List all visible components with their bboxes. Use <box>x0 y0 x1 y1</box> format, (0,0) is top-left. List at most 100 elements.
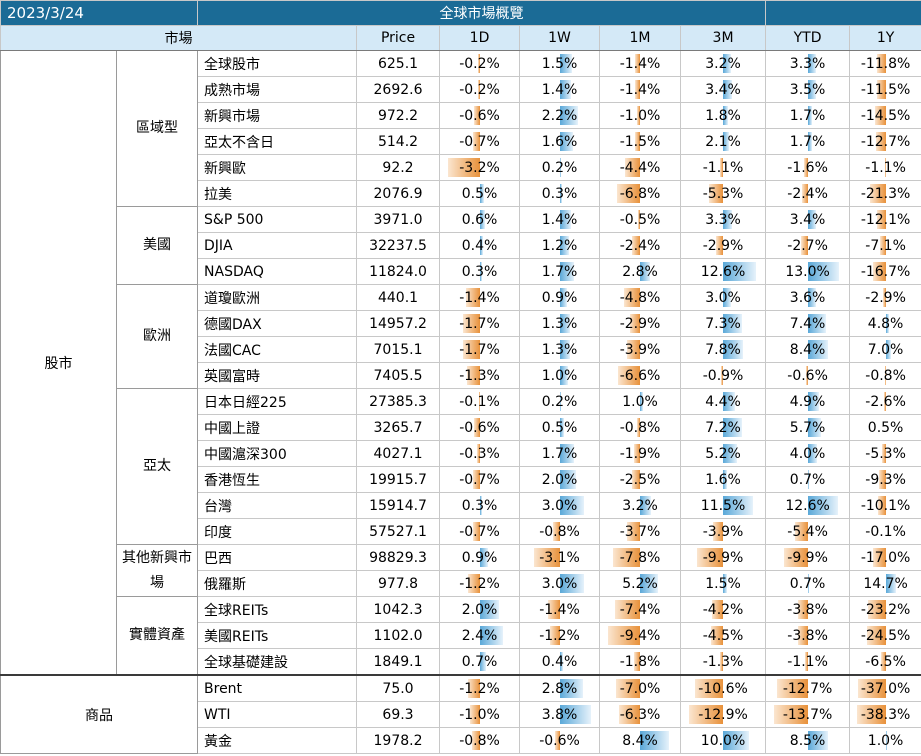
databar <box>801 184 808 203</box>
market-name: 印度 <box>197 518 358 545</box>
return-value: -1.4% <box>619 81 661 98</box>
databar <box>559 184 562 203</box>
return-1m-cell: -1.4% <box>599 50 682 77</box>
return-3m-cell: 3.4% <box>680 76 767 103</box>
return-value: -1.2% <box>459 575 500 592</box>
databar <box>723 262 756 281</box>
price-cell: 625.1 <box>356 50 441 77</box>
market-name: 日本日經225 <box>197 388 358 415</box>
return-1y-cell: -12.7% <box>849 128 921 155</box>
databar <box>885 340 891 359</box>
databar <box>623 288 641 307</box>
return-value: -12.7% <box>860 133 911 150</box>
return-3m-cell: 1.6% <box>680 466 767 493</box>
return-value: 1.3% <box>541 315 578 332</box>
table-row: 印度 57527.1 -0.7% -0.8% -3.7% -3.9% -5.4% -0.1% <box>1 518 921 545</box>
return-1d-cell: -0.2% <box>439 50 521 77</box>
databar <box>472 522 480 541</box>
return-value: 8.5% <box>789 732 826 749</box>
return-1d-cell: 0.4% <box>439 232 521 259</box>
market-name: 全球REITs <box>197 596 358 623</box>
return-1y-cell: -2.9% <box>849 284 921 311</box>
return-1w-cell: -1.4% <box>519 596 601 623</box>
return-1y-cell: -37.0% <box>849 674 921 702</box>
return-1y-cell: -0.1% <box>849 518 921 545</box>
table-row: NASDAQ 11824.0 0.3% 1.7% 2.8% 12.6% 13.0% -16.7… <box>1 258 921 285</box>
market-name: S&P 500 <box>197 206 358 233</box>
table-row: 香港恆生 19915.7 -0.7% 2.0% -2.5% 1.6% 0.7% -9.3% <box>1 466 921 493</box>
table-row: 股市 區域型 全球股市 625.1 -0.2% 1.5% -1.4% 3.2% 3.3% -11.… <box>0 50 921 676</box>
databar <box>876 54 886 73</box>
return-1d-cell: -0.6% <box>439 414 521 441</box>
market-name: NASDAQ <box>197 258 358 285</box>
databar <box>625 158 641 177</box>
return-1d-cell: -1.0% <box>439 701 521 728</box>
databar <box>858 679 886 698</box>
market-name: 道瓊歐洲 <box>197 284 358 311</box>
databar <box>723 106 728 125</box>
return-value: -1.6% <box>787 159 828 176</box>
return-value: 0.4% <box>541 653 578 670</box>
databar <box>807 470 810 489</box>
group-label: 其他新興市場 <box>115 544 199 597</box>
header-ytd: YTD <box>765 25 851 51</box>
return-value: -0.7% <box>459 133 500 150</box>
return-value: -3.8% <box>787 601 828 618</box>
market-name: 全球基礎建設 <box>197 648 358 676</box>
return-1w-cell: 1.0% <box>519 362 601 389</box>
databar <box>885 731 887 750</box>
group-label: 美國 <box>115 206 199 285</box>
return-1y-cell: 14.7% <box>849 570 921 597</box>
databar <box>880 652 886 671</box>
databar <box>465 288 480 307</box>
databar <box>479 548 489 567</box>
table-row: 中國滬深300 4027.1 -0.3% 1.7% -1.9% 5.2% 4.0% -5.3% <box>1 440 921 467</box>
header-1d: 1D <box>439 25 521 51</box>
return-value: 0.7% <box>461 653 498 670</box>
return-value: -1.3% <box>702 653 744 670</box>
return-value: -38.3% <box>860 706 911 723</box>
return-value: 3.8% <box>541 706 578 723</box>
return-value: -0.6% <box>459 419 500 436</box>
return-1w-cell: 2.0% <box>519 466 601 493</box>
return-value: -1.4% <box>539 601 580 618</box>
return-value: -14.5% <box>860 107 911 124</box>
return-1y-cell: 7.0% <box>849 336 921 363</box>
databar <box>719 652 724 671</box>
return-value: -9.3% <box>865 471 906 488</box>
return-value: -1.9% <box>619 445 661 462</box>
return-1d-cell: 2.4% <box>439 622 521 649</box>
header-price: Price <box>356 25 441 51</box>
databar <box>798 600 808 619</box>
return-value: -5.3% <box>702 185 744 202</box>
table-body: 股市 區域型 全球股市 625.1 -0.2% 1.5% -1.4% 3.2% 3.3% -11.… <box>0 50 921 754</box>
return-value: 2.8% <box>541 680 578 697</box>
return-value: 1.8% <box>705 107 741 124</box>
databar <box>637 418 641 437</box>
return-value: -0.6% <box>459 107 500 124</box>
return-1w-cell: -0.6% <box>519 727 601 754</box>
price-cell: 75.0 <box>356 674 441 702</box>
return-value: -2.9% <box>702 237 744 254</box>
return-value: -1.2% <box>539 627 580 644</box>
databar <box>559 210 572 229</box>
return-1d-cell: 0.7% <box>439 648 521 676</box>
return-value: 3.3% <box>705 211 741 228</box>
return-value: 4.8% <box>867 315 904 332</box>
return-1d-cell: -3.2% <box>439 154 521 181</box>
databar <box>638 210 641 229</box>
return-1m-cell: -0.5% <box>599 206 682 233</box>
databar <box>559 705 592 724</box>
return-value: -0.8% <box>619 419 661 436</box>
return-3m-cell: 3.2% <box>680 50 767 77</box>
databar <box>876 132 886 151</box>
databar <box>635 80 641 99</box>
return-value: 1.6% <box>541 133 578 150</box>
return-value: -6.6% <box>619 367 661 384</box>
databar <box>881 444 886 463</box>
databar <box>549 626 560 645</box>
return-1m-cell: -4.4% <box>599 154 682 181</box>
return-value: 4.4% <box>705 393 741 410</box>
return-ytd-cell: 8.5% <box>765 727 851 754</box>
return-1d-cell: -0.3% <box>439 440 521 467</box>
